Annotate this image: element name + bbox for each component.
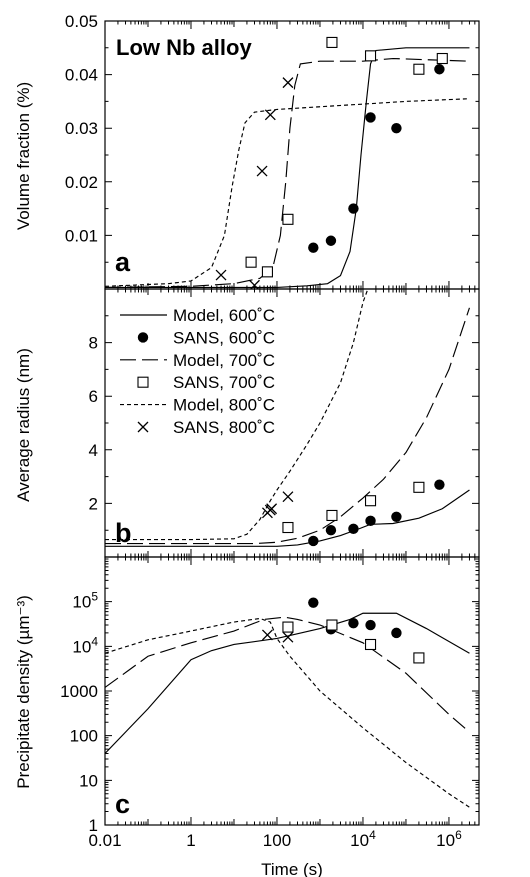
- legend-marker-swatch: [137, 421, 149, 433]
- panel-a-y-tick-label: 0.04: [65, 66, 98, 85]
- panel-a-y-tick-label: 0.02: [65, 173, 98, 192]
- panel-b-data-point: [413, 481, 425, 493]
- panel-c-frame: [104, 556, 480, 826]
- panel-c-data-point: [308, 597, 319, 608]
- panel-b-series-line: [105, 489, 470, 547]
- panel-c-data-point: [261, 629, 273, 641]
- panel-a-data-point: [261, 266, 273, 278]
- panel-a-y-tick-label: 0.05: [65, 12, 98, 31]
- legend-marker-swatch: [137, 332, 149, 343]
- chart-title: Low Nb alloy: [116, 35, 252, 60]
- panel-a-data-point: [348, 203, 359, 214]
- panel-a-letter: a: [115, 247, 131, 277]
- panel-c-series-line: [105, 616, 470, 733]
- panel-c-plot-area: [105, 597, 470, 808]
- panel-c-y-tick-label: 1000: [60, 682, 98, 701]
- panel-c-x-tick-label: 100: [263, 831, 291, 850]
- panel-c-y-tick-label: 105: [72, 590, 98, 612]
- panel-c-data-point: [365, 619, 376, 631]
- panel-b-data-point: [434, 479, 445, 490]
- panel-a-data-point: [215, 269, 227, 281]
- legend-label: SANS, 800˚C: [173, 418, 275, 437]
- text-layer: 0.01 0.02 0.03 0.04 0.05 Volume fraction (%) a…: [14, 12, 462, 850]
- panel-c-y-tick-label: 1: [89, 816, 98, 835]
- panel-a-data-point: [434, 64, 445, 75]
- panel-b-series-line: [105, 307, 471, 545]
- panel-b-y-tick-label: 8: [89, 334, 98, 353]
- panel-a-data-point: [326, 36, 338, 48]
- panel-c-y-tick-label: 100: [70, 727, 98, 746]
- panel-a-data-point: [282, 77, 294, 89]
- panel-c-letter: c: [115, 789, 130, 819]
- panel-b-data-point: [266, 503, 278, 515]
- panel-c-data-point: [282, 631, 294, 643]
- panel-c-data-point: [326, 619, 338, 631]
- legend-label: SANS, 700˚C: [173, 373, 275, 392]
- panel-c-x-tick-label: 0.01: [88, 831, 121, 850]
- panel-c-y-tick-label: 104: [72, 634, 98, 656]
- panel-b-plot-area: [105, 289, 471, 547]
- legend-label: SANS, 600˚C: [173, 328, 275, 347]
- legend-label: Model, 700˚C: [173, 351, 275, 370]
- panel-b-y-axis-title: Average radius (nm): [14, 348, 33, 502]
- legend-label: Model, 800˚C: [173, 396, 275, 415]
- panel-b-y-tick-label: 6: [89, 387, 98, 406]
- panel-a-y-axis-title: Volume fraction (%): [14, 82, 33, 230]
- panel-a-frame: [104, 20, 480, 290]
- panel-c-series-line: [105, 617, 470, 808]
- panel-a-data-point: [256, 165, 268, 177]
- panel-c-x-tick-label: 106: [436, 828, 462, 850]
- panel-c-data-point: [282, 621, 294, 633]
- x-axis-title: Time (s): [261, 860, 323, 877]
- panel-c-data-point: [364, 638, 377, 651]
- panel-c-y-axis-title: Precipitate density (µm⁻³): [14, 595, 33, 789]
- panel-c-data-point: [413, 652, 425, 664]
- panel-b-data-point: [326, 509, 338, 522]
- panel-a-data-point: [245, 256, 257, 268]
- panel-a-y-tick-label: 0.03: [65, 119, 98, 138]
- legend-marker-swatch: [137, 376, 149, 388]
- legend-label: Model, 600˚C: [173, 306, 275, 325]
- panel-b-data-point: [364, 495, 377, 507]
- panel-b-data-point: [348, 523, 359, 535]
- legend: Model, 600˚C SANS, 600˚C Model, 700˚C SANS,…: [120, 306, 275, 437]
- panel-a-data-point: [364, 50, 377, 62]
- panel-b-data-point: [365, 515, 376, 527]
- panel-c-x-tick-label: 104: [350, 828, 376, 850]
- panel-a-data-point: [365, 112, 376, 123]
- panel-b-data-point: [325, 525, 337, 536]
- panel-c-series-line: [105, 612, 470, 754]
- panel-b-data-point: [282, 491, 294, 503]
- panel-a-data-point: [391, 123, 402, 134]
- panel-a-data-point: [325, 235, 337, 246]
- panel-a-series-line: [105, 98, 470, 287]
- panel-b-data-point: [308, 535, 319, 547]
- panel-a-data-point: [413, 63, 425, 75]
- panel-b-y-tick-label: 4: [89, 441, 98, 460]
- panel-c-data-point: [348, 617, 359, 629]
- panel-a-plot-area: [105, 36, 470, 289]
- panel-b-y-tick-label: 2: [89, 494, 98, 513]
- panel-c-x-tick-label: 1: [186, 831, 195, 850]
- panel-a-data-point: [249, 279, 260, 289]
- panel-c-y-tick-label: 10: [79, 771, 98, 790]
- panel-a-series-line: [105, 57, 470, 288]
- panel-a-data-point: [282, 213, 294, 225]
- panel-a-data-point: [308, 242, 319, 253]
- panel-b-data-point: [282, 521, 294, 534]
- panel-a-data-point: [436, 52, 448, 65]
- panel-c-data-point: [391, 627, 402, 639]
- panel-a-data-point: [264, 109, 276, 121]
- data-layer: [105, 36, 471, 808]
- panel-a-y-tick-label: 0.01: [65, 226, 98, 245]
- panel-b-data-point: [391, 511, 402, 522]
- panel-b-letter: b: [115, 518, 132, 548]
